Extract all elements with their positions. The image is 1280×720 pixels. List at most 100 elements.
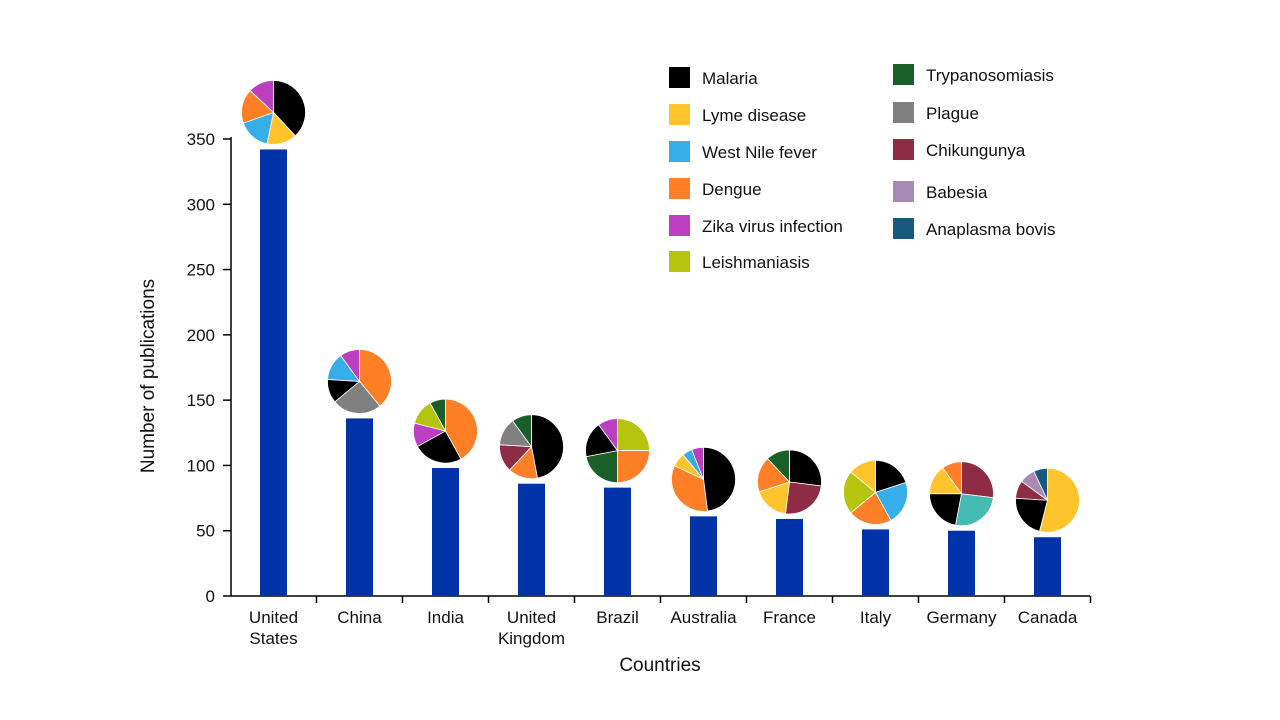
- x-category-label: Kingdom: [498, 629, 565, 648]
- pie-slice: [691, 446, 704, 480]
- pie-slice: [843, 471, 877, 514]
- x-category-label: India: [427, 608, 464, 627]
- legend-label: Zika virus infection: [702, 217, 843, 236]
- pie-chart: [499, 414, 564, 480]
- legend-swatch: [669, 141, 690, 162]
- pie-slice: [617, 450, 650, 484]
- pie-slice: [249, 80, 274, 114]
- pie-slice: [1015, 497, 1049, 532]
- pie-slice: [875, 460, 907, 493]
- pie-chart: [241, 80, 306, 145]
- pie-chart: [1015, 467, 1080, 533]
- legend-item: Plague: [893, 102, 979, 123]
- legend-swatch: [669, 178, 690, 199]
- y-tick-label: 0: [206, 587, 215, 606]
- pie-slice: [340, 349, 360, 383]
- bar: [776, 518, 803, 596]
- legend-swatch: [669, 104, 690, 125]
- legend-swatch: [669, 67, 690, 88]
- pie-slice: [874, 482, 908, 521]
- bar: [862, 529, 889, 596]
- y-tick-label: 200: [187, 326, 215, 345]
- pie-slice: [789, 449, 822, 487]
- x-category-label: Germany: [927, 608, 997, 627]
- x-category-label: Canada: [1018, 608, 1078, 627]
- pie-chart: [843, 460, 908, 525]
- legend-item: West Nile fever: [669, 141, 817, 162]
- legend-item: Zika virus infection: [669, 215, 843, 236]
- y-tick-label: 350: [187, 130, 215, 149]
- pie-slice: [850, 491, 892, 525]
- pie-slice: [359, 349, 392, 407]
- x-category-label: United: [249, 608, 298, 627]
- pie-chart: [757, 449, 822, 515]
- pie-slice: [1039, 467, 1080, 533]
- pie-slice: [767, 449, 790, 483]
- legend-label: Dengue: [702, 180, 762, 199]
- pie-slice: [445, 398, 478, 460]
- y-tick-label: 100: [187, 456, 215, 475]
- bar: [432, 468, 459, 596]
- legend-label: Chikungunya: [926, 141, 1026, 160]
- bar: [260, 149, 287, 596]
- pie-slice: [1033, 467, 1048, 501]
- pie-chart: [585, 418, 650, 484]
- x-category-label: Australia: [670, 608, 737, 627]
- pie-slice: [512, 414, 532, 448]
- legend-label: Trypanosomiasis: [926, 66, 1054, 85]
- y-tick-label: 150: [187, 391, 215, 410]
- pie-slice: [598, 418, 618, 452]
- pie-chart: [413, 398, 478, 464]
- x-category-label: United: [507, 608, 556, 627]
- legend-swatch: [893, 102, 914, 123]
- pie-slice: [273, 80, 306, 137]
- pie-slice: [850, 460, 876, 494]
- legend-swatch: [893, 218, 914, 239]
- legend-label: Anaplasma bovis: [926, 220, 1055, 239]
- legend-swatch: [893, 64, 914, 85]
- legend-label: Plague: [926, 104, 979, 123]
- legend-item: Malaria: [669, 67, 758, 88]
- pie-slice: [531, 414, 564, 479]
- legend-swatch: [669, 251, 690, 272]
- legend-item: Leishmaniasis: [669, 251, 810, 272]
- legend-label: Babesia: [926, 183, 988, 202]
- x-category-label: States: [249, 629, 297, 648]
- legend-item: Anaplasma bovis: [893, 218, 1055, 239]
- legend-label: Leishmaniasis: [702, 253, 810, 272]
- x-axis-title: Countries: [619, 655, 700, 676]
- y-tick-label: 50: [196, 522, 215, 541]
- x-category-label: France: [763, 608, 816, 627]
- pie-slice: [703, 446, 736, 512]
- legend: Malaria Lyme disease West Nile fever Dengue…: [669, 64, 1055, 272]
- legend-item: Dengue: [669, 178, 762, 199]
- pie-chart: [929, 461, 994, 527]
- legend-label: Lyme disease: [702, 106, 806, 125]
- y-tick-label: 300: [187, 195, 215, 214]
- pie-slice: [955, 493, 994, 527]
- bar: [518, 483, 545, 596]
- legend-label: West Nile fever: [702, 143, 817, 162]
- bar: [1034, 537, 1061, 596]
- x-category-label: China: [337, 608, 382, 627]
- bar: [690, 516, 717, 596]
- pie-slice: [429, 398, 446, 432]
- chart-axes: 0 50 100 150 200 250 300 350 United States China In…: [187, 130, 1092, 648]
- y-axis-title: Number of publications: [138, 279, 159, 473]
- pie-slice: [617, 418, 650, 452]
- pie-slice: [416, 430, 462, 464]
- pie-chart: [327, 349, 392, 414]
- legend-swatch: [893, 139, 914, 160]
- x-category-label: Brazil: [596, 608, 639, 627]
- pie-slice: [585, 450, 618, 484]
- pie-slice: [929, 493, 962, 526]
- legend-item: Chikungunya: [893, 139, 1026, 160]
- bar: [604, 487, 631, 596]
- y-tick-label: 250: [187, 261, 215, 280]
- bar: [948, 530, 975, 596]
- pie-slice: [334, 380, 381, 414]
- x-category-label: Italy: [860, 608, 892, 627]
- pie-charts-group: [241, 80, 1080, 533]
- legend-swatch: [893, 181, 914, 202]
- pie-chart: [671, 446, 736, 512]
